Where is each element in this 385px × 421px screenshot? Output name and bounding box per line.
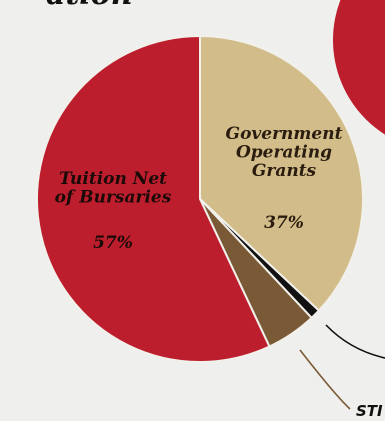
leader-line-dark	[325, 324, 385, 359]
pie-slice-3	[36, 34, 271, 363]
slice-percent-3: 57%	[93, 233, 133, 253]
chart-title-fragment: ation	[46, 0, 133, 12]
slice-label-0: Government Operating Grants	[226, 124, 343, 181]
callout-label: STI	[356, 402, 383, 420]
leader-line-brown	[299, 349, 351, 410]
second-pie-chart	[333, 0, 385, 135]
pie-slice-0	[199, 34, 364, 312]
pie-labels: Government Operating Grants 37% Tuition Net o…	[55, 124, 343, 253]
slice-label-3: Tuition Net of Bursaries	[55, 169, 172, 208]
pie-slices	[36, 34, 364, 363]
slice-percent-0: 37%	[264, 213, 304, 233]
